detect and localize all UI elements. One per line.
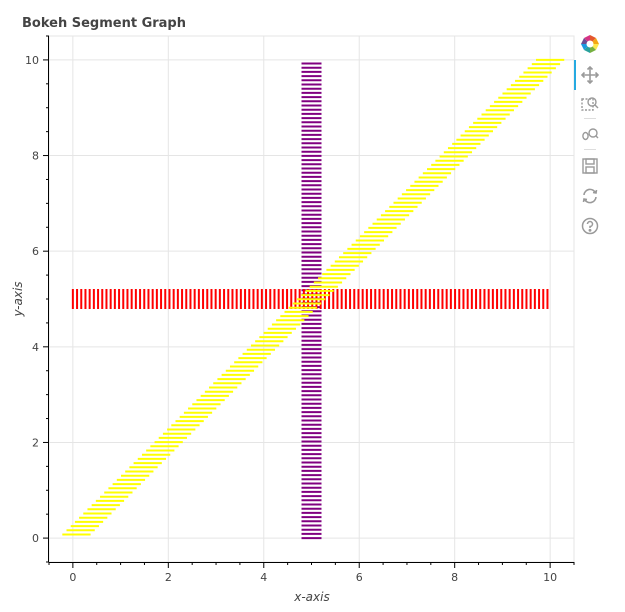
active-tool-indicator bbox=[574, 60, 576, 90]
save-icon[interactable] bbox=[578, 154, 602, 178]
x-tick-label: 2 bbox=[165, 571, 172, 584]
y-tick-label: 6 bbox=[32, 245, 39, 258]
segment-vertical bbox=[71, 289, 549, 309]
y-axis: 0 2 4 6 8 10 bbox=[25, 35, 49, 563]
x-tick-label: 4 bbox=[260, 571, 267, 584]
y-tick-label: 10 bbox=[25, 54, 39, 67]
bokeh-logo-icon[interactable] bbox=[578, 32, 602, 56]
segment-diagonal bbox=[62, 58, 565, 536]
x-axis-label: x-axis bbox=[293, 590, 329, 604]
segments bbox=[62, 58, 565, 540]
y-tick-label: 4 bbox=[32, 341, 39, 354]
toolbar-separator bbox=[584, 118, 596, 119]
y-axis-label: y-axis bbox=[11, 281, 25, 317]
x-tick-label: 8 bbox=[451, 571, 458, 584]
segment-horizontal bbox=[301, 62, 322, 540]
help-icon[interactable] bbox=[578, 214, 602, 238]
toolbar-separator bbox=[584, 149, 596, 150]
y-tick-label: 8 bbox=[32, 150, 39, 163]
x-tick-label: 10 bbox=[543, 571, 557, 584]
box-zoom-icon[interactable] bbox=[578, 92, 602, 116]
x-tick-label: 0 bbox=[69, 571, 76, 584]
x-axis: 0 2 4 6 8 10 bbox=[48, 562, 575, 584]
wheel-zoom-icon[interactable] bbox=[578, 123, 602, 147]
x-tick-label: 6 bbox=[356, 571, 363, 584]
grid bbox=[49, 36, 574, 562]
pan-icon[interactable] bbox=[578, 63, 602, 87]
reset-icon[interactable] bbox=[578, 184, 602, 208]
y-tick-label: 0 bbox=[32, 532, 39, 545]
chart-title: Bokeh Segment Graph bbox=[22, 16, 186, 31]
y-tick-label: 2 bbox=[32, 436, 39, 449]
